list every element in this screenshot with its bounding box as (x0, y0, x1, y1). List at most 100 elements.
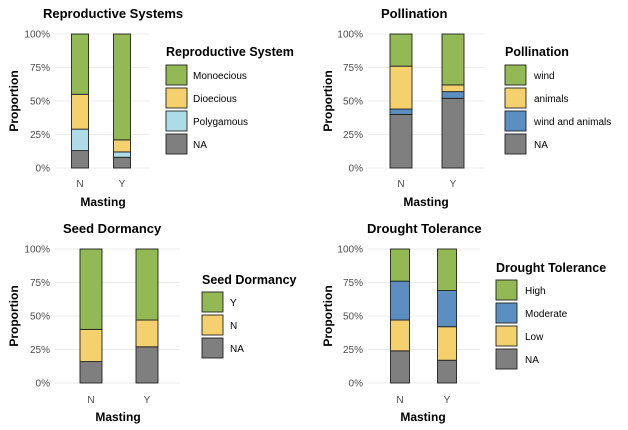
legend-swatch-n (201, 314, 224, 336)
legend-label-high: High (525, 286, 546, 297)
bar-segment-n-n (79, 328, 103, 363)
y-axis-label: Proportion (7, 285, 21, 346)
legend-swatch-low (495, 325, 518, 347)
bar-segment-na-n (389, 113, 413, 169)
legend-label-na: NA (525, 355, 539, 366)
bar-segment-animals-n (389, 65, 413, 110)
panel-reproductive-systems: 0% 25% 50% 75% 100% N Y Reproductive Systems Mas… (7, 6, 294, 209)
y-tick-label: 25% (343, 345, 363, 356)
panel-pollination: 0% 25% 50% 75% 100% N Y Pollination Masting Propo… (321, 6, 611, 209)
legend-swatch-na (201, 337, 224, 359)
bar-segment-y-y (135, 248, 159, 321)
x-axis-label: Masting (403, 195, 448, 209)
legend-label-moderate: Moderate (525, 309, 568, 320)
bar-segment-wind-y (441, 33, 465, 86)
bar-segment-na-y (135, 346, 159, 384)
bar-segment-low-n (390, 319, 410, 352)
bar-segment-moderate-y (437, 290, 457, 328)
y-tick-label: 75% (30, 278, 50, 289)
y-tick-label: 0% (36, 164, 51, 175)
x-tick-label: N (397, 179, 404, 190)
legend-label-n: N (230, 321, 237, 332)
bar-segment-high-n (390, 248, 410, 282)
legend: Pollination wind animals wind and animals NA (504, 45, 611, 155)
y-tick-label: 50% (30, 97, 50, 108)
legend-swatch-high (495, 279, 518, 301)
bar-segment-polygamous-y (113, 151, 131, 158)
bar-segment-na-y (113, 156, 131, 169)
legend-label-na: NA (534, 140, 548, 151)
y-axis-label: Proportion (321, 285, 335, 346)
x-tick-label: Y (444, 395, 451, 406)
bar-segment-dioecious-y (113, 139, 131, 153)
legend-label-dioecious: Dioecious (193, 94, 237, 105)
y-tick-label: 25% (343, 130, 363, 141)
legend-swatch-wind (504, 64, 527, 86)
bar-segment-na-n (390, 350, 410, 384)
chart-title: Reproductive Systems (43, 6, 183, 21)
y-tick-label: 0% (349, 379, 364, 390)
y-tick-label: 100% (337, 245, 363, 256)
legend-label-y: Y (230, 298, 237, 309)
chart-title: Drought Tolerance (367, 221, 482, 236)
legend: Seed Dormancy Y N NA (201, 273, 297, 359)
legend-label-wind-and-animals: wind and animals (533, 117, 611, 128)
legend-label-polygamous: Polygamous (193, 117, 248, 128)
y-tick-label: 25% (30, 130, 50, 141)
bar-segment-dioecious-n (71, 93, 89, 130)
y-tick-label: 100% (24, 245, 50, 256)
y-tick-label: 75% (343, 278, 363, 289)
y-tick-label: 50% (343, 97, 363, 108)
legend-label-na: NA (230, 344, 244, 355)
bar-segment-monoecious-n (71, 33, 89, 95)
x-tick-label: Y (450, 179, 457, 190)
legend-label-low: Low (525, 332, 544, 343)
legend-swatch-polygamous (165, 110, 188, 132)
legend-label-animals: animals (534, 94, 568, 105)
bar-segment-moderate-n (390, 280, 410, 321)
legend-swatch-na (165, 133, 188, 155)
legend-swatch-na (495, 348, 518, 370)
legend: Drought Tolerance High Moderate Low NA (495, 261, 606, 370)
legend-title: Reproductive System (166, 45, 294, 59)
y-axis-label: Proportion (7, 70, 21, 131)
chart-title: Pollination (381, 6, 448, 21)
legend-label-monoecious: Monoecious (193, 71, 247, 82)
panel-seed-dormancy: 0% 25% 50% 75% 100% N Y Seed Dormancy Masting Pro… (7, 221, 297, 424)
y-tick-label: 0% (36, 379, 51, 390)
y-tick-label: 75% (30, 63, 50, 74)
legend-swatch-dioecious (165, 87, 188, 109)
y-axis-label: Proportion (321, 70, 335, 131)
legend-swatch-wind-and-animals (504, 110, 527, 132)
legend-label-wind: wind (533, 71, 555, 82)
y-tick-label: 50% (343, 312, 363, 323)
x-axis-label: Masting (95, 410, 140, 424)
chart-title: Seed Dormancy (63, 221, 162, 236)
legend-title: Pollination (505, 45, 569, 59)
bar-segment-polygamous-n (71, 128, 89, 152)
legend-title: Seed Dormancy (202, 273, 297, 287)
y-tick-label: 25% (30, 345, 50, 356)
y-tick-label: 50% (30, 312, 50, 323)
x-axis-label: Masting (400, 410, 445, 424)
bar-segment-na-y (441, 97, 465, 169)
bar-segment-low-y (437, 326, 457, 361)
legend-swatch-y (201, 291, 224, 313)
x-tick-label: Y (119, 179, 126, 190)
bar-segment-n-y (135, 319, 159, 348)
x-axis-label: Masting (80, 195, 125, 209)
bar-segment-wind-and-animals-y (441, 91, 465, 99)
bar-segment-na-y (437, 359, 457, 384)
bar-segment-animals-y (441, 84, 465, 93)
y-tick-label: 75% (343, 63, 363, 74)
x-tick-label: N (76, 179, 83, 190)
x-tick-label: Y (144, 395, 151, 406)
legend: Reproductive System Monoecious Dioecious Po… (165, 45, 294, 155)
legend-title: Drought Tolerance (496, 261, 606, 275)
legend-swatch-animals (504, 87, 527, 109)
legend-swatch-na (504, 133, 527, 155)
bar-segment-high-y (437, 248, 457, 291)
bar-segment-monoecious-y (113, 33, 131, 141)
panel-drought-tolerance: 0% 25% 50% 75% 100% N Y Drought Tolerance Mastin… (321, 221, 606, 424)
